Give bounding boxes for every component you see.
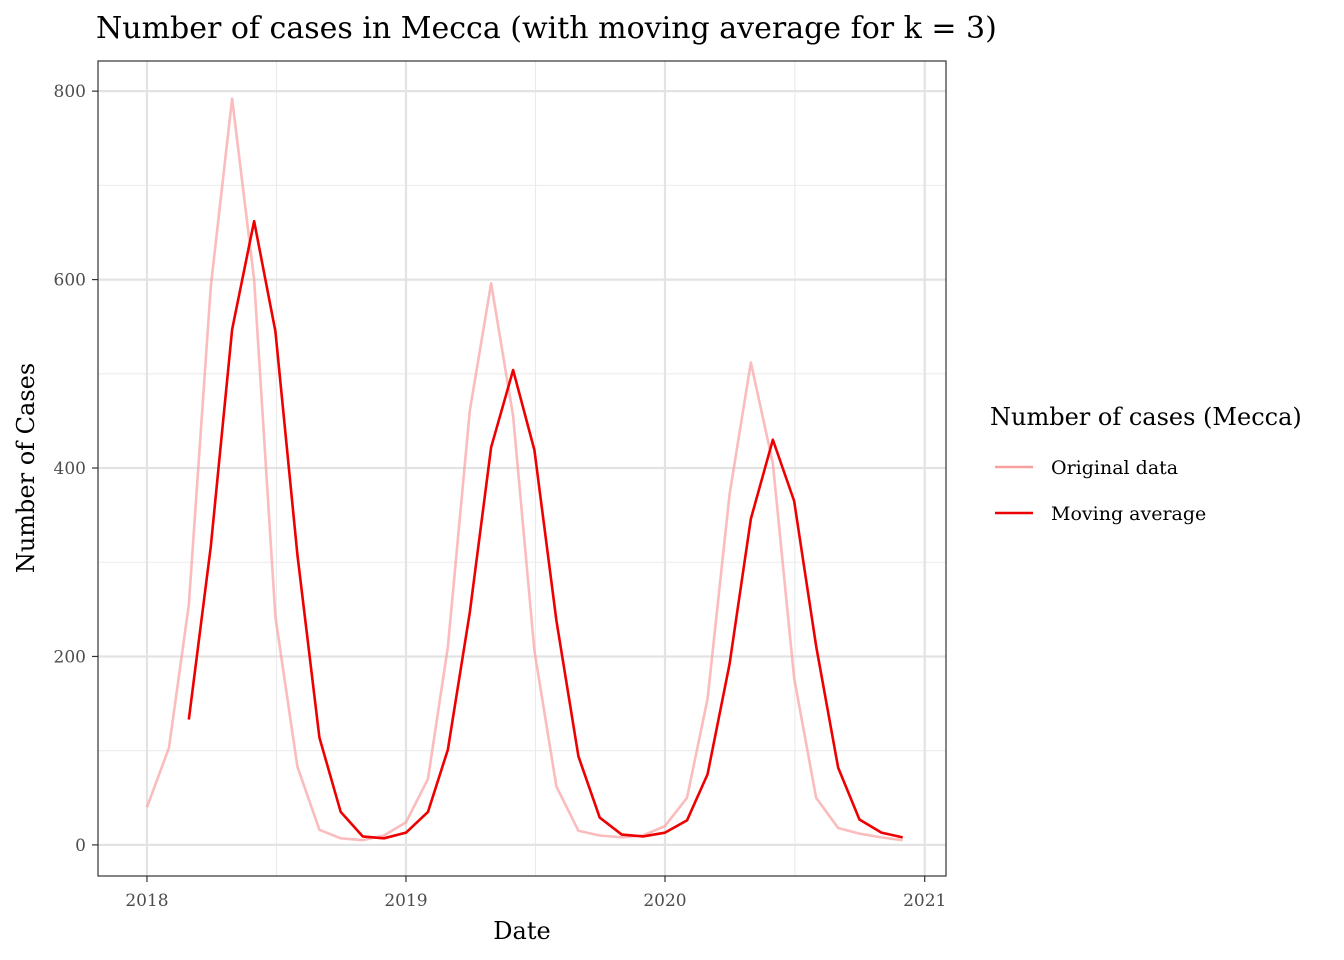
legend: Number of cases (Mecca) Original data Mo… bbox=[990, 403, 1302, 525]
x-tick-label: 2020 bbox=[643, 891, 686, 911]
x-tick-label: 2019 bbox=[384, 891, 427, 911]
chart-title: Number of cases in Mecca (with moving av… bbox=[96, 11, 997, 46]
y-tick-label: 400 bbox=[54, 459, 86, 479]
series-line-original-data bbox=[145, 97, 903, 842]
y-tick-label: 200 bbox=[54, 647, 86, 667]
series-layer bbox=[145, 97, 903, 842]
axis-ticks bbox=[92, 90, 926, 882]
y-tick-label: 800 bbox=[54, 82, 86, 102]
series-line-moving-average bbox=[187, 219, 903, 840]
major-gridlines bbox=[98, 61, 946, 876]
axis-tick-labels: 0 200 400 600 800 2018 2019 2020 2021 bbox=[54, 82, 947, 911]
legend-label-original-data: Original data bbox=[1051, 457, 1178, 479]
x-tick-label: 2021 bbox=[903, 891, 946, 911]
x-axis-title: Date bbox=[493, 917, 550, 945]
y-tick-label: 0 bbox=[75, 836, 86, 856]
legend-label-moving-average: Moving average bbox=[1051, 503, 1206, 525]
y-tick-label: 600 bbox=[54, 271, 86, 291]
x-tick-label: 2018 bbox=[125, 891, 168, 911]
legend-title: Number of cases (Mecca) bbox=[990, 403, 1302, 431]
y-axis-title: Number of Cases bbox=[12, 363, 40, 573]
